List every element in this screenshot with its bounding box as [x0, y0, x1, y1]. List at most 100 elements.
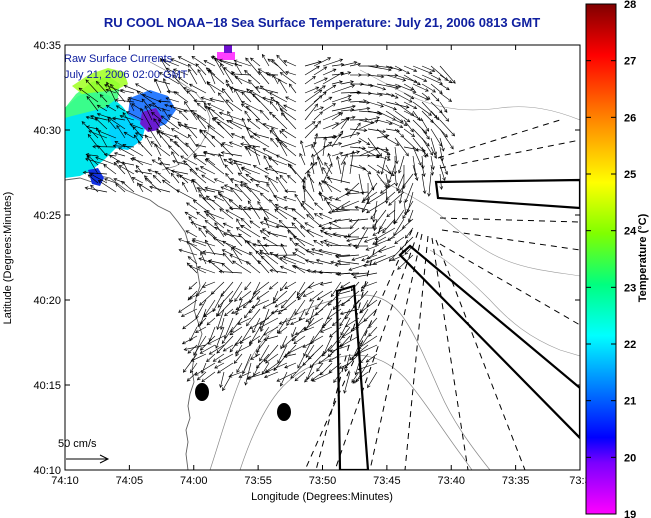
current-vector: [350, 272, 369, 277]
current-vector: [397, 155, 405, 174]
current-vector: [202, 250, 225, 256]
current-vector: [394, 236, 405, 244]
current-vector: [335, 254, 360, 259]
current-vector: [352, 244, 369, 248]
current-vector: [248, 335, 261, 344]
current-vector: [285, 96, 297, 103]
current-vector: [222, 344, 234, 352]
current-vector: [221, 87, 234, 103]
current-vector: [135, 83, 153, 94]
current-vector: [282, 335, 297, 348]
current-vector: [192, 178, 207, 193]
current-vector: [160, 115, 180, 130]
current-vector: [78, 87, 99, 103]
current-vector: [233, 59, 252, 67]
current-vector: [86, 155, 99, 175]
current-vector: [320, 180, 342, 193]
colorbar-tick-label: 19: [624, 509, 636, 518]
current-vector: [306, 214, 324, 229]
current-vector: [373, 218, 378, 232]
colorbar: [585, 3, 617, 515]
current-vector: [193, 156, 207, 166]
current-vector: [270, 308, 288, 315]
current-vector: [235, 299, 252, 311]
current-vector-field: [78, 53, 456, 394]
current-vector: [336, 155, 342, 175]
current-vector: [286, 344, 306, 355]
current-vector: [304, 124, 318, 139]
current-vector: [349, 128, 368, 133]
current-vector: [214, 226, 234, 238]
current-vector: [271, 127, 279, 139]
current-vector: [234, 88, 243, 103]
current-vector: [199, 335, 216, 351]
current-vector: [343, 235, 360, 239]
current-vector: [180, 155, 198, 166]
radial-line: [435, 239, 526, 470]
current-vector: [289, 237, 297, 247]
y-tick-label: 40:35: [33, 40, 61, 52]
current-vector: [283, 196, 297, 202]
current-vector: [275, 207, 297, 220]
current-vector: [304, 142, 317, 148]
current-vector: [311, 371, 333, 382]
current-vector: [359, 299, 378, 314]
current-vector: [237, 172, 252, 184]
current-vector: [183, 353, 198, 373]
current-vector: [190, 353, 207, 362]
current-vector: [175, 189, 198, 202]
current-vector: [263, 326, 279, 336]
current-vector: [394, 128, 405, 138]
current-vector: [388, 191, 405, 206]
current-vector: [237, 317, 252, 325]
current-vector: [340, 153, 348, 166]
current-vector: [234, 183, 252, 202]
x-axis-label: Longitude (Degrees:Minutes): [251, 491, 393, 503]
current-vector: [322, 84, 337, 94]
current-vector: [89, 114, 108, 121]
current-vector: [127, 96, 144, 103]
current-vector: [404, 182, 414, 203]
current-vector: [294, 371, 306, 382]
current-vector: [439, 65, 456, 84]
current-vector: [188, 281, 198, 290]
current-vector: [106, 81, 117, 103]
current-vector: [177, 76, 189, 85]
current-vector: [182, 181, 189, 193]
current-vector: [82, 170, 108, 175]
current-vector: [323, 231, 342, 238]
current-vector: [178, 248, 198, 256]
current-vector: [307, 344, 324, 360]
current-vector: [255, 184, 270, 193]
current-vector: [232, 260, 252, 274]
current-vector: [192, 153, 207, 157]
current-vector: [113, 161, 126, 175]
current-vector: [228, 371, 243, 378]
current-vector: [249, 220, 261, 229]
current-vector: [398, 173, 414, 194]
current-vector: [246, 105, 261, 121]
current-vector: [263, 243, 288, 248]
current-vector: [177, 56, 198, 67]
current-vector: [235, 227, 252, 238]
current-vector: [378, 245, 396, 253]
current-vector: [284, 281, 297, 289]
current-vector: [196, 371, 207, 381]
current-vector: [349, 99, 367, 103]
current-vector: [241, 91, 252, 103]
current-vector: [291, 222, 306, 238]
current-vector: [188, 290, 207, 300]
current-vector: [247, 206, 270, 211]
current-vector: [178, 299, 198, 313]
current-vector: [412, 164, 419, 181]
current-vector: [195, 299, 207, 319]
current-vector: [333, 218, 351, 223]
station-marker: [195, 383, 209, 401]
current-vector: [99, 94, 108, 103]
current-vector: [327, 209, 351, 215]
current-vector: [263, 344, 279, 363]
current-vector: [238, 290, 252, 301]
current-vector: [349, 122, 361, 139]
current-vector: [351, 254, 369, 262]
current-vector: [385, 119, 404, 129]
